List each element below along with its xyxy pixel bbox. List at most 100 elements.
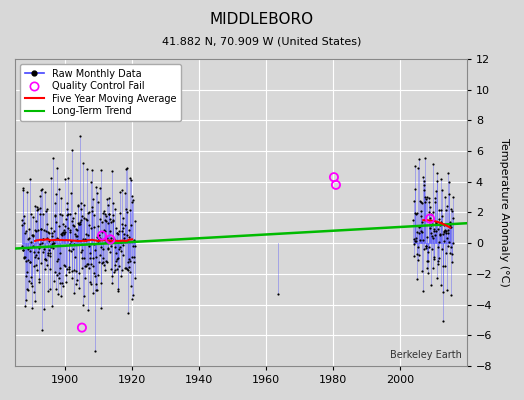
Point <box>89 262 97 269</box>
Point <box>61 262 69 269</box>
Point <box>88 204 96 210</box>
Point <box>422 245 430 251</box>
Point <box>29 214 37 220</box>
Point <box>424 249 432 256</box>
Point <box>428 233 436 239</box>
Point <box>90 212 98 219</box>
Point <box>428 264 436 271</box>
Point <box>45 238 53 245</box>
Point <box>99 255 107 262</box>
Point <box>66 229 74 236</box>
Point <box>438 187 446 193</box>
Point <box>120 235 128 242</box>
Point <box>63 206 72 212</box>
Point <box>94 238 102 244</box>
Point <box>78 255 86 261</box>
Point <box>51 212 59 218</box>
Point <box>78 264 86 271</box>
Point <box>52 164 61 171</box>
Point <box>126 269 135 275</box>
Point <box>58 230 66 236</box>
Point <box>95 235 104 241</box>
Point <box>422 196 431 203</box>
Point <box>68 267 77 274</box>
Point <box>440 222 448 228</box>
Point <box>88 208 96 214</box>
Point <box>414 252 423 258</box>
Point <box>410 236 418 243</box>
Point <box>111 244 119 250</box>
Point <box>443 287 452 293</box>
Point <box>429 209 437 216</box>
Point <box>47 225 55 231</box>
Point <box>75 221 83 228</box>
Point <box>42 221 51 228</box>
Point <box>67 189 75 196</box>
Point <box>68 217 76 224</box>
Point <box>73 236 81 243</box>
Point <box>24 286 32 293</box>
Point <box>435 232 444 238</box>
Point <box>69 246 77 252</box>
Point <box>437 282 445 288</box>
Point <box>76 132 84 139</box>
Point <box>449 214 457 221</box>
Point <box>412 235 420 242</box>
Point <box>424 209 433 215</box>
Point <box>445 222 454 228</box>
Point <box>430 228 439 234</box>
Point <box>129 197 137 203</box>
Point <box>46 253 54 259</box>
Point <box>28 283 37 290</box>
Point <box>40 188 49 195</box>
Point <box>432 188 440 195</box>
Point <box>97 304 105 311</box>
Point <box>112 224 120 231</box>
Point <box>425 215 434 222</box>
Point <box>84 261 92 267</box>
Point <box>447 292 456 298</box>
Point <box>430 225 438 232</box>
Point <box>68 275 77 281</box>
Point <box>420 246 428 252</box>
Point <box>43 250 52 256</box>
Point <box>434 207 443 214</box>
Point <box>418 200 426 206</box>
Point <box>37 226 46 233</box>
Point <box>52 219 60 225</box>
Point <box>40 226 49 233</box>
Point <box>108 272 116 279</box>
Point <box>128 242 137 249</box>
Point <box>410 241 418 248</box>
Point <box>101 266 110 273</box>
Point <box>60 231 69 237</box>
Point <box>41 266 49 272</box>
Point <box>434 260 443 267</box>
Point <box>27 280 36 286</box>
Point <box>19 246 27 253</box>
Point <box>416 198 424 204</box>
Point <box>81 263 90 269</box>
Point <box>420 187 429 194</box>
Point <box>436 176 445 182</box>
Point <box>121 190 129 196</box>
Point <box>21 303 29 310</box>
Point <box>414 224 423 231</box>
Point <box>439 318 447 324</box>
Point <box>31 227 39 233</box>
Point <box>103 195 111 202</box>
Text: Berkeley Earth: Berkeley Earth <box>390 350 462 360</box>
Point <box>56 265 64 271</box>
Point <box>58 232 66 239</box>
Point <box>104 246 112 252</box>
Point <box>27 211 35 217</box>
Point <box>79 160 87 167</box>
Point <box>86 254 94 261</box>
Text: 41.882 N, 70.909 W (United States): 41.882 N, 70.909 W (United States) <box>162 36 362 46</box>
Point <box>115 228 124 234</box>
Point <box>412 211 421 217</box>
Point <box>447 224 455 230</box>
Point <box>61 222 70 229</box>
Point <box>67 238 75 244</box>
Point <box>117 228 126 234</box>
